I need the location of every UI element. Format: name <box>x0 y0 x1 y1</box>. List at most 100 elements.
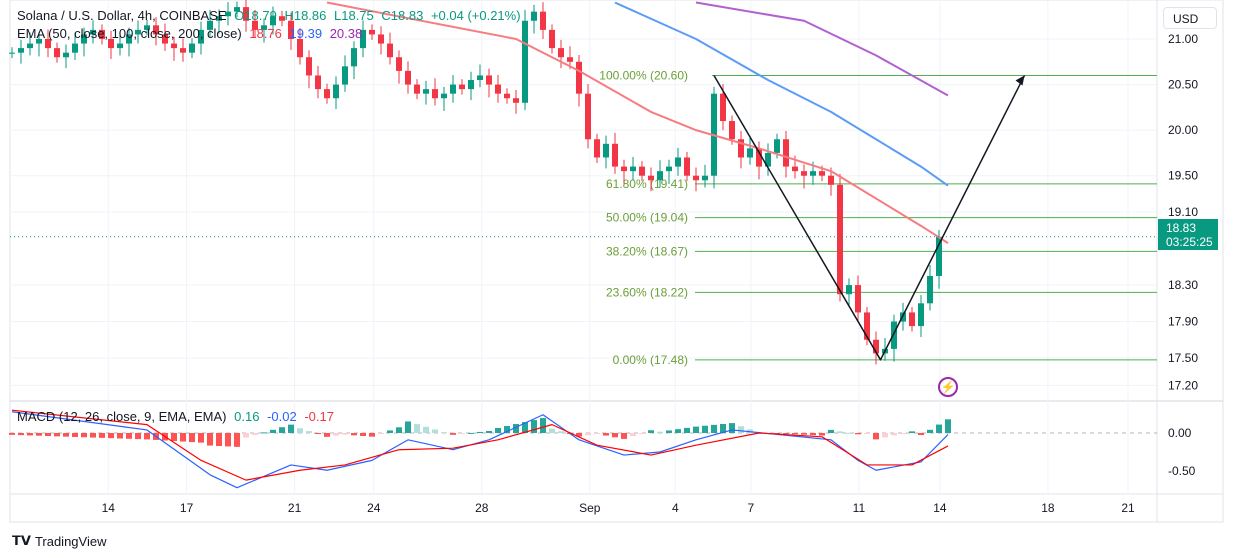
macd-histogram-bar <box>882 433 888 438</box>
candle-body <box>450 84 456 94</box>
lightning-icon[interactable]: ⚡ <box>938 377 958 397</box>
price-tick-label: 17.20 <box>1168 378 1198 392</box>
candle-body <box>702 175 708 181</box>
macd-histogram-bar <box>918 433 924 436</box>
candle-body <box>423 89 429 94</box>
candle-body <box>99 29 105 39</box>
candle-body <box>729 121 735 140</box>
x-tick-label: Sep <box>579 501 601 515</box>
tradingview-logo[interactable]: 𝗧𝗩 TradingView <box>12 533 106 549</box>
candle-body <box>261 25 267 30</box>
candle-body <box>369 29 375 35</box>
macd-histogram-bar <box>675 429 681 433</box>
currency-button[interactable]: USD <box>1163 7 1217 29</box>
macd-histogram-bar <box>927 429 933 433</box>
candle-body <box>54 48 60 58</box>
x-tick-label: 21 <box>1121 501 1135 515</box>
macd-histogram-bar <box>504 426 510 433</box>
price-tick-label: 19.10 <box>1168 205 1198 219</box>
macd-histogram-bar <box>828 429 834 433</box>
ema-label: EMA (50, close, 100, close, 200, close) <box>17 26 242 41</box>
candle-body <box>918 303 924 327</box>
candle-body <box>531 11 537 21</box>
macd-signal-line <box>11 409 949 481</box>
candle-body <box>36 39 42 44</box>
macd-histogram-bar <box>144 433 150 440</box>
macd-histogram-bar <box>108 433 114 439</box>
ema-legend[interactable]: EMA (50, close, 100, close, 200, close) … <box>17 26 366 41</box>
macd-histogram-bar <box>711 424 717 433</box>
candle-body <box>675 157 681 167</box>
ohlc-open: O18.79 <box>234 8 277 23</box>
macd-histogram-bar <box>45 433 51 437</box>
candle-body <box>180 48 186 53</box>
candle-body <box>477 75 483 81</box>
macd-histogram-bar <box>432 429 438 433</box>
macd-histogram-bar <box>531 420 537 433</box>
macd-histogram-bar <box>9 433 15 435</box>
candle-body <box>909 312 915 327</box>
macd-histogram-bar <box>36 433 42 436</box>
candle-body <box>297 39 303 58</box>
candle-body <box>72 43 78 53</box>
candle-body <box>396 57 402 71</box>
candle-body <box>189 43 195 53</box>
macd-histogram-bar <box>846 432 852 434</box>
candle-body <box>513 98 519 103</box>
macd-histogram-bar <box>513 424 519 433</box>
macd-histogram-bar <box>297 428 303 433</box>
macd-legend[interactable]: MACD (12, 26, close, 9, EMA, EMA) 0.16 -… <box>17 409 338 424</box>
candle-body <box>684 157 690 176</box>
candle-body <box>621 166 627 172</box>
price-tick-label: 21.00 <box>1168 32 1198 46</box>
macd-histogram-bar <box>378 433 384 434</box>
candle-body <box>828 175 834 185</box>
candle-body <box>18 48 24 53</box>
ema100-line <box>614 1 949 187</box>
macd-histogram-bar <box>216 433 222 447</box>
candle-body <box>342 66 348 85</box>
candle-body <box>855 285 861 313</box>
candle-body <box>243 7 249 21</box>
x-tick-label: 14 <box>933 501 947 515</box>
candle-body <box>783 139 789 167</box>
macd-histogram-bar <box>117 433 123 439</box>
macd-histogram-bar <box>333 433 339 436</box>
macd-histogram-bar <box>702 425 708 433</box>
macd-histogram-bar <box>27 433 33 436</box>
macd-histogram-bar <box>171 433 177 442</box>
candle-body <box>315 75 321 90</box>
candle-body <box>126 34 132 44</box>
macd-histogram-bar <box>279 427 285 433</box>
candle-body <box>792 166 798 172</box>
candle-body <box>495 84 501 94</box>
macd-histogram-bar <box>936 424 942 433</box>
candle-body <box>558 48 564 58</box>
macd-histogram-bar <box>405 421 411 433</box>
bar-countdown: 03:25:25 <box>1166 235 1213 249</box>
macd-histogram-bar <box>621 433 627 439</box>
macd-histogram-bar <box>63 433 69 437</box>
macd-histogram-bar <box>522 422 528 433</box>
macd-histogram-bar <box>441 432 447 434</box>
macd-histogram-bar <box>450 433 456 435</box>
macd-histogram-bar <box>126 433 132 439</box>
candle-body <box>504 93 510 99</box>
macd-histogram-bar <box>540 418 546 433</box>
candle-body <box>594 139 600 158</box>
macd-histogram-bar <box>189 433 195 443</box>
macd-histogram-bar <box>666 430 672 433</box>
symbol-name: Solana / U.S. Dollar, 4h, COINBASE <box>17 8 227 23</box>
tradingview-logo-icon: 𝗧𝗩 <box>12 533 31 548</box>
candle-body <box>441 93 447 99</box>
macd-histogram-bar <box>594 433 600 434</box>
candle-body <box>657 171 663 181</box>
candle-body <box>306 57 312 76</box>
fib-level-label: 100.00% (20.60) <box>599 68 688 82</box>
candle-body <box>819 171 825 176</box>
macd-histogram-bar <box>99 433 105 438</box>
macd-histogram-bar <box>72 433 78 437</box>
candle-body <box>153 25 159 35</box>
macd-hist-value: 0.16 <box>234 409 260 424</box>
